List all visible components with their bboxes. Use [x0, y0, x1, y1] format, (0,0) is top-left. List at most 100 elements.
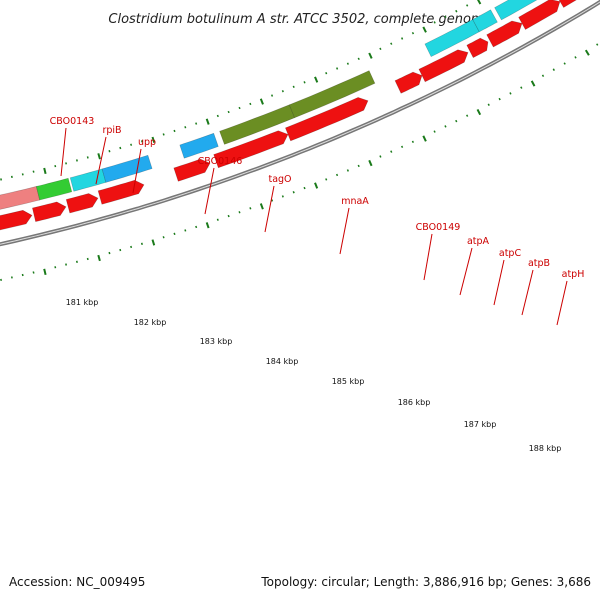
cds-arrow [394, 71, 423, 94]
tick-mark [173, 129, 176, 133]
tick-mark [54, 266, 57, 269]
tick-mark [227, 214, 230, 218]
tick-mark [314, 76, 319, 83]
backbone-highlight [0, 1, 600, 245]
tick-mark [292, 191, 295, 194]
tick-mark [325, 178, 328, 181]
tick-mark [238, 211, 241, 214]
tick-mark [574, 56, 577, 59]
topology-text: Topology: circular; Length: 3,886,916 bp… [260, 575, 591, 589]
label-leader-line [493, 259, 505, 306]
scale-label: 188 kbp [529, 444, 562, 453]
tick-mark [379, 155, 382, 158]
tick-mark [195, 122, 198, 125]
cds-arrow [466, 37, 489, 59]
cds-arrow [0, 209, 33, 231]
tick-mark [455, 119, 458, 123]
tick-mark [205, 222, 210, 229]
tick-mark [336, 67, 339, 70]
scale-label: 181 kbp [66, 298, 99, 307]
tick-mark [75, 260, 78, 263]
tick-mark [32, 271, 35, 274]
tick-mark [325, 71, 328, 75]
tick-mark [238, 106, 241, 110]
tick-mark [21, 173, 24, 176]
tick-mark [477, 0, 482, 5]
gene-label: mnaA [341, 196, 369, 207]
tick-mark [173, 232, 176, 236]
tick-mark [368, 159, 373, 167]
tick-mark [162, 236, 165, 239]
label-leader-line [423, 233, 433, 281]
gene-label: CBO0146 [198, 156, 243, 167]
tick-mark [249, 207, 252, 210]
tick-mark [552, 68, 555, 71]
cds-arrow [285, 97, 369, 142]
gene-label: atpH [562, 269, 585, 280]
kbp-tick-marks: 181 kbp 182 kbp 183 kbp 184 kbp 185 kbp 186 k… [0, 0, 599, 453]
tick-mark [509, 92, 512, 95]
tick-mark [270, 199, 274, 202]
label-leader-line [60, 127, 67, 177]
tick-mark [86, 257, 89, 261]
tick-mark [43, 167, 47, 175]
tick-mark [97, 153, 101, 160]
scale-label: 184 kbp [266, 357, 299, 366]
tick-mark [487, 103, 490, 106]
tick-mark [270, 94, 274, 97]
tick-mark [130, 245, 133, 249]
tick-mark [433, 130, 436, 133]
tick-mark [281, 195, 284, 198]
tick-mark [466, 114, 469, 117]
genome-backbone [0, 0, 600, 247]
tick-mark [455, 9, 458, 13]
tick-mark [346, 169, 349, 172]
cds-arrow [418, 49, 469, 83]
cds-arrow [486, 20, 523, 48]
tick-mark [498, 97, 501, 101]
tick-mark [346, 62, 349, 65]
gene-blue [101, 154, 153, 183]
cds-arrow [518, 0, 561, 30]
tick-mark [466, 4, 469, 7]
tick-mark [43, 268, 47, 276]
label-leader-line [264, 185, 275, 233]
tick-mark [390, 42, 393, 45]
tick-mark [184, 229, 187, 232]
cds-arrow [213, 130, 289, 169]
tick-mark [411, 31, 415, 35]
gene-label: rpiB [102, 125, 121, 136]
tick-mark [97, 254, 101, 262]
tick-mark [584, 49, 590, 56]
scale-label: 183 kbp [200, 337, 233, 346]
tick-mark [216, 114, 219, 118]
label-leader-line [459, 247, 473, 296]
map-title: Clostridium botulinum A str. ATCC 3502, … [108, 12, 491, 27]
gene-label: CBO0143 [50, 116, 95, 127]
tick-mark [596, 43, 599, 46]
tick-mark [303, 81, 306, 84]
label-leader-line [95, 136, 107, 185]
tick-mark [119, 248, 122, 252]
tick-mark [368, 52, 373, 59]
cds-arrow [558, 0, 577, 8]
tick-mark [108, 150, 111, 153]
tick-mark [151, 136, 156, 144]
tick-mark [411, 140, 414, 144]
label-leader-line [339, 207, 350, 255]
label-leader-line [556, 280, 568, 326]
gene-label: atpA [467, 236, 490, 247]
tick-mark [433, 21, 436, 24]
tick-mark [65, 162, 68, 165]
tick-mark [151, 239, 156, 246]
tick-mark [54, 165, 57, 168]
tick-mark [541, 74, 545, 77]
tick-mark [530, 80, 536, 87]
tick-mark [205, 118, 210, 125]
tick-mark [108, 251, 111, 255]
tick-mark [195, 225, 198, 229]
tick-mark [357, 164, 360, 168]
gene-label: CBO0149 [416, 222, 461, 233]
tick-mark [390, 150, 393, 153]
